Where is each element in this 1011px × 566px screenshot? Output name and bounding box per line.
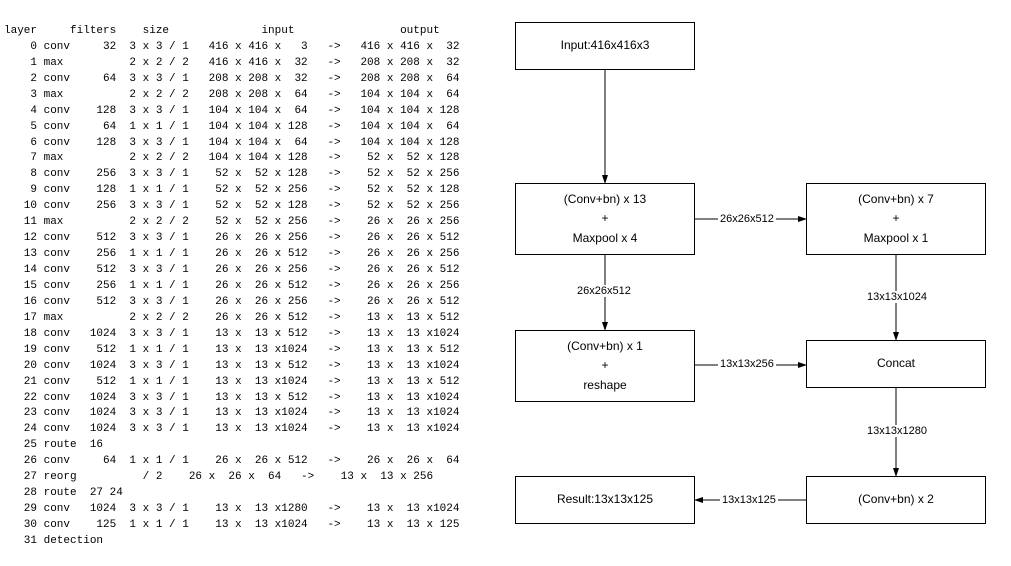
table-header: layer filters size input output — [4, 25, 440, 37]
edge-label: 13x13x256 — [718, 358, 776, 370]
edge-label: 13x13x125 — [720, 494, 778, 506]
edge-label: 13x13x1024 — [865, 291, 929, 303]
node-block3: (Conv+bn) x 1+reshape — [515, 330, 695, 402]
layer-table: layer filters size input output 0 conv 3… — [0, 0, 470, 560]
node-concat: Concat — [806, 340, 986, 388]
edge-label: 13x13x1280 — [865, 425, 929, 437]
node-result: Result:13x13x125 — [515, 476, 695, 524]
table-body: 0 conv 32 3 x 3 / 1 416 x 416 x 3 -> 416… — [4, 40, 466, 550]
edge-label: 26x26x512 — [718, 213, 776, 225]
node-block1: (Conv+bn) x 13+Maxpool x 4 — [515, 183, 695, 255]
node-input: Input:416x416x3 — [515, 22, 695, 70]
edge-label: 26x26x512 — [575, 285, 633, 297]
architecture-diagram: Input:416x416x3 (Conv+bn) x 13+Maxpool x … — [470, 0, 1011, 560]
node-block2: (Conv+bn) x 7+Maxpool x 1 — [806, 183, 986, 255]
node-block4: (Conv+bn) x 2 — [806, 476, 986, 524]
